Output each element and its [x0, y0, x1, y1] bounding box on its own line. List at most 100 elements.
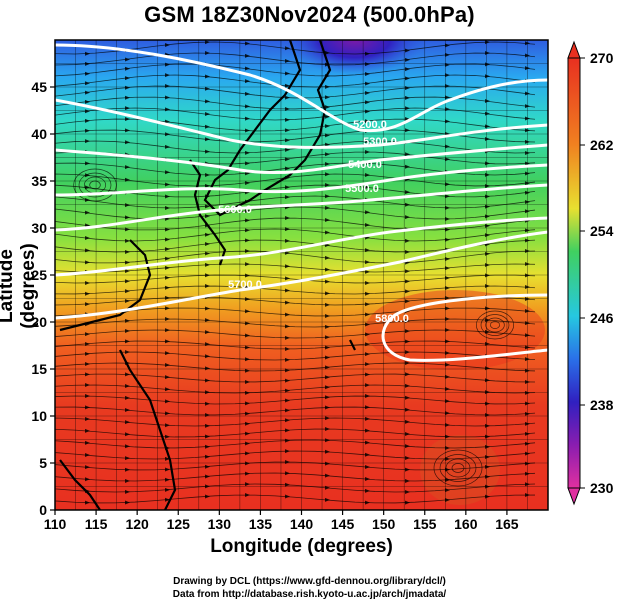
wind-arrow [165, 144, 170, 149]
circulation-ring [78, 172, 112, 198]
wind-arrow [245, 333, 250, 338]
wind-arrow [125, 328, 130, 333]
wind-arrow [125, 318, 130, 323]
wind-arrow [445, 43, 450, 48]
wind-arrow [525, 401, 530, 406]
contour-label: 5400.0 [348, 159, 382, 171]
wind-arrow [485, 474, 490, 479]
wind-arrow [445, 84, 450, 89]
wind-arrow [85, 90, 90, 95]
x-axis-ticks: 110 115 120 125 130 135 140 145 150 155 160 165 [44, 510, 519, 532]
wind-arrow [485, 161, 490, 166]
wind-arrow [445, 362, 450, 367]
wind-arrow [325, 84, 330, 89]
wind-arrow [445, 205, 450, 210]
wind-arrow [285, 324, 290, 329]
wind-arrow [325, 485, 330, 490]
wind-arrow [485, 273, 490, 278]
wind-arrow [405, 279, 410, 284]
wind-arrow [205, 378, 210, 383]
wind-arrow [205, 51, 210, 56]
colorbar-gradient [567, 57, 581, 489]
wind-arrow [525, 421, 530, 426]
wind-arrow [285, 388, 290, 393]
wind-arrow [205, 149, 210, 154]
wind-arrow [125, 260, 130, 265]
wind-arrow [85, 362, 90, 367]
wind-arrow [445, 95, 450, 100]
wind-arrow [525, 171, 530, 176]
wind-arrow [125, 339, 130, 344]
wind-arrow [285, 312, 290, 317]
wind-arrow [85, 302, 90, 307]
wind-arrow [365, 394, 370, 399]
contour-label: 5300.0 [363, 136, 397, 148]
wind-arrow [405, 455, 410, 460]
wind-arrow [205, 423, 210, 428]
wind-arrow [485, 284, 490, 289]
wind-arrow [245, 128, 250, 133]
wind-arrow [365, 383, 370, 388]
wind-arrow [525, 482, 530, 487]
wind-arrow [285, 185, 290, 190]
wind-arrow [325, 449, 330, 454]
wind-arrow [365, 119, 370, 124]
y-tick-label: 35 [31, 173, 47, 189]
wind-arrow [125, 444, 130, 449]
wind-arrow [245, 441, 250, 446]
wind-arrow [325, 230, 330, 235]
wind-arrow [125, 384, 130, 389]
wind-arrow [445, 266, 450, 271]
wind-arrow [165, 256, 170, 261]
wind-arrow [285, 428, 290, 433]
wind-arrow [165, 62, 170, 67]
wind-arrow [525, 411, 530, 416]
wind-arrow [445, 227, 450, 232]
wind-arrow [205, 232, 210, 237]
wind-arrow [165, 497, 170, 502]
wind-arrow [365, 291, 370, 296]
wind-arrow [125, 128, 130, 133]
wind-arrow [285, 46, 290, 51]
wind-arrow [445, 296, 450, 301]
wind-arrow [525, 41, 530, 46]
wind-arrow [445, 423, 450, 428]
wind-arrow [365, 81, 370, 86]
wind-arrow [165, 237, 170, 242]
wind-arrow [205, 401, 210, 406]
wind-arrow [125, 467, 130, 472]
wind-arrow [325, 395, 330, 400]
wind-arrow [285, 357, 290, 362]
wind-arrow [205, 262, 210, 267]
wind-arrow [485, 204, 490, 209]
wind-arrow [245, 461, 250, 466]
map-grid [55, 40, 548, 510]
wind-arrow [405, 478, 410, 483]
wind-arrow [525, 333, 530, 338]
wind-arrow [165, 423, 170, 428]
wind-arrow [365, 416, 370, 421]
wind-arrow [325, 279, 330, 284]
wind-arrow [245, 421, 250, 426]
wind-arrow [325, 255, 330, 260]
wind-arrow [325, 302, 330, 307]
wind-arrow [285, 227, 290, 232]
wind-arrow [125, 350, 130, 355]
wind-arrow [205, 484, 210, 489]
wind-arrow [85, 248, 90, 253]
wind-arrow [285, 71, 290, 76]
wind-arrow [405, 57, 410, 62]
wind-arrow [445, 256, 450, 261]
wind-arrow [85, 394, 90, 399]
wind-arrow [445, 182, 450, 187]
wind-arrow [445, 339, 450, 344]
colorbar-tick-label: 270 [590, 50, 614, 66]
wind-arrow [285, 147, 290, 152]
wind-arrow [485, 423, 490, 428]
wind-arrow [285, 471, 290, 476]
wind-arrow [85, 416, 90, 421]
wind-arrow [245, 390, 250, 395]
wind-arrow [445, 434, 450, 439]
contour-label: 5200.0 [353, 119, 387, 131]
y-tick-label: 40 [31, 126, 47, 142]
